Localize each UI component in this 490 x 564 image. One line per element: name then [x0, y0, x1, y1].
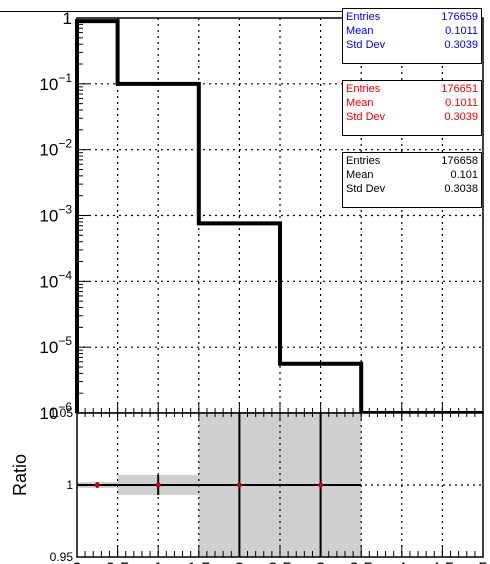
x-tick-label: 0 — [72, 559, 81, 564]
ratio-axis-title: Ratio — [10, 454, 30, 496]
x-tick-label: 3.5 — [349, 559, 373, 564]
stats-value: 0.1011 — [445, 25, 478, 37]
x-tick-label: 3 — [316, 559, 325, 564]
stats-row: Std Dev 0.3039 — [346, 38, 478, 52]
stats-label: Mean — [346, 169, 374, 181]
x-tick-label: 2 — [235, 559, 244, 564]
x-tick-label: 1 — [153, 559, 162, 564]
stats-box-black: Entries 176658 Mean 0.101 Std Dev 0.3038 — [342, 152, 482, 208]
x-tick-label: 4.5 — [431, 559, 455, 564]
upper-plot-panel: 1 10−1 10−2 10−3 10−4 10−5 10−6 — [39, 9, 484, 423]
stats-row: Entries 176659 — [346, 10, 478, 24]
stats-value: 176659 — [441, 11, 478, 23]
stats-value: 0.101 — [450, 169, 478, 181]
stats-box-red: Entries 176651 Mean 0.1011 Std Dev 0.3039 — [342, 80, 482, 136]
ratio-point — [155, 482, 161, 488]
ratio-point — [94, 482, 100, 488]
stats-label: Entries — [346, 155, 381, 167]
y-tick-label: 1 — [63, 9, 72, 28]
x-tick-label: 0.5 — [106, 559, 130, 564]
stats-label: Entries — [346, 11, 381, 23]
stats-label: Std Dev — [346, 183, 386, 195]
stats-row: Std Dev 0.3038 — [346, 182, 478, 196]
stats-row: Mean 0.1011 — [346, 96, 478, 110]
ratio-point — [318, 482, 324, 488]
stats-value: 0.3038 — [444, 183, 478, 195]
y-tick-label: 10−3 — [39, 203, 72, 226]
stats-row: Mean 0.101 — [346, 168, 478, 182]
ratio-point — [236, 482, 242, 488]
x-tick-label: 2.5 — [268, 559, 292, 564]
stats-label: Mean — [346, 25, 374, 37]
stats-label: Std Dev — [346, 39, 386, 51]
stats-label: Std Dev — [346, 111, 386, 123]
stats-row: Mean 0.1011 — [346, 24, 478, 38]
y-tick-label: 1 — [66, 478, 73, 492]
stats-box-blue: Entries 176659 Mean 0.1011 Std Dev 0.3039 — [342, 8, 482, 64]
y-tick-label: 10−1 — [39, 71, 72, 94]
y-tick-label: 10−6 — [39, 400, 72, 423]
stats-value: 176651 — [441, 83, 478, 95]
stats-label: Mean — [346, 97, 374, 109]
title-strip — [0, 0, 344, 12]
y-tick-label: 0.95 — [50, 550, 74, 564]
y-tick-label: 10−5 — [39, 334, 72, 357]
ratio-frame — [76, 412, 484, 558]
stats-label: Entries — [346, 83, 381, 95]
stats-value: 0.3039 — [444, 39, 478, 51]
x-tick-label: 4 — [397, 559, 406, 564]
stats-value: 0.3039 — [444, 111, 478, 123]
stats-row: Entries 176651 — [346, 82, 478, 96]
stats-row: Std Dev 0.3039 — [346, 110, 478, 124]
y-tick-label: 10−2 — [39, 137, 72, 160]
x-tick-label: 5 — [478, 559, 487, 564]
stats-value: 0.1011 — [445, 97, 478, 109]
y-tick-label: 1.05 — [50, 406, 74, 420]
y-tick-label: 10−4 — [39, 268, 72, 291]
stats-value: 176658 — [441, 155, 478, 167]
ratio-plot-panel: 0 0.5 1 1.5 2 2.5 3 3.5 4 4.5 5 0.95 1 1.05 Ratio — [10, 406, 488, 564]
stats-row: Entries 176658 — [346, 154, 478, 168]
x-tick-label: 1.5 — [187, 559, 211, 564]
